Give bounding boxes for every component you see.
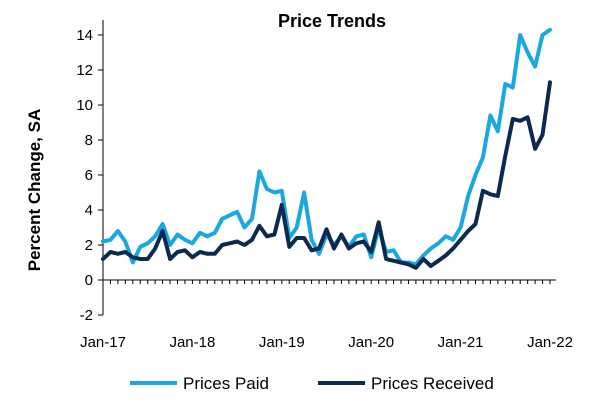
legend-item: Prices Received — [318, 374, 494, 393]
x-tick-label: Jan-21 — [438, 334, 484, 351]
x-tick-label: Jan-19 — [259, 334, 305, 351]
y-tick-label: 2 — [85, 237, 93, 254]
series-line-prices-received — [101, 80, 552, 270]
y-tick-label: 14 — [76, 27, 93, 44]
axes — [102, 20, 556, 315]
y-tick-label: 4 — [85, 202, 93, 219]
chart-title: Price Trends — [278, 11, 386, 31]
y-tick-label: 8 — [85, 132, 93, 149]
y-tick-label: 0 — [85, 272, 93, 289]
y-tick-label: 12 — [76, 62, 93, 79]
y-tick-label: -2 — [80, 307, 93, 324]
x-tick-label: Jan-17 — [80, 334, 126, 351]
y-tick-label: 10 — [76, 97, 93, 114]
legend-label: Prices Paid — [183, 374, 269, 393]
y-axis-label: Percent Change, SA — [25, 109, 44, 272]
x-tick-label: Jan-20 — [348, 334, 394, 351]
x-tick-label: Jan-22 — [527, 334, 573, 351]
y-tick-label: 6 — [85, 167, 93, 184]
series-lines — [101, 27, 552, 270]
legend: Prices Paid Prices Received — [130, 374, 494, 393]
legend-item: Prices Paid — [130, 374, 269, 393]
x-tick-label: Jan-18 — [169, 334, 215, 351]
x-ticks: Jan-17 Jan-18 Jan-19 Jan-20 Jan-21 Jan-22 — [80, 280, 573, 351]
legend-label: Prices Received — [371, 374, 494, 393]
y-ticks: -2 0 2 4 6 8 10 12 14 — [76, 27, 103, 324]
